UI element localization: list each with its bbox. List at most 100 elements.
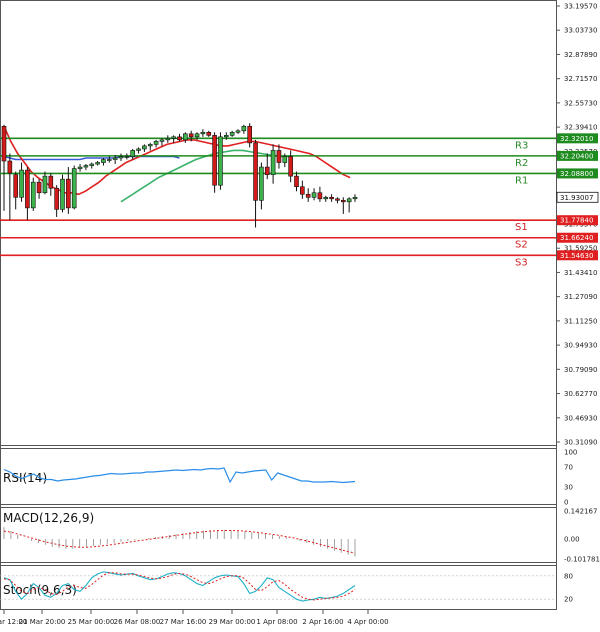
stoch-tick-label: 80 [564,572,573,580]
price-tick-label: 33.03730 [564,27,597,35]
candle [7,153,13,220]
candle-body-up [323,196,329,200]
candle-body-down [66,178,71,209]
candle-body-up [19,169,24,198]
level-price-tag-text: 32.32010 [560,135,593,143]
candle-body-down [276,150,282,163]
rsi-tick-label: 0 [564,499,568,507]
candle-body-down [177,136,182,141]
level-price-tag-text: 32.20400 [560,152,593,160]
candle-body-down [340,200,346,203]
candle-body-up [270,150,276,175]
rsi-axis: 100 70 30 0 [564,449,577,507]
candles [1,123,358,228]
candle [276,144,282,169]
level-price-tag-text: 31.66240 [560,234,593,242]
stoch-lines [3,571,356,602]
candle-body-up [171,136,176,139]
price-tick-label: 31.43410 [564,269,597,277]
price-tick-label: 32.55730 [564,99,597,107]
candle-body-up [42,175,48,194]
candle-body-down [212,135,217,186]
time-tick-label: 29 Mar 00:00 [209,618,256,626]
candle-body-up [282,156,288,163]
candle-body-up [124,156,130,158]
stoch-panel-border [0,565,557,610]
candle-body-up [200,132,206,135]
stoch-axis: 80 20 [0,572,573,604]
candle [253,139,258,228]
candle-body-down [13,174,18,198]
candle [335,197,340,204]
candle [54,185,59,217]
candle-body-down [329,196,334,200]
price-tick-label: 30.94930 [564,342,597,350]
candle-body-up [101,159,106,163]
level-label-r2: R2 [515,158,528,169]
price-tick-label: 30.46930 [564,414,597,422]
candle [136,147,141,154]
level-label-s1: S1 [515,222,528,233]
time-tick-label: 26 Mar 08:00 [114,618,161,626]
candle-body-up [107,159,112,161]
candle [235,129,241,134]
price-tick-label: 31.11250 [564,317,597,325]
candle [305,188,311,202]
rsi-line [3,467,356,484]
level-price-tag-s1 [557,215,598,226]
candle [329,194,334,202]
candle-body-down [317,192,323,200]
price-tick-label: 30.62770 [564,390,597,398]
time-tick-label: 25 Mar 00:00 [68,618,115,626]
time-tick-label: 27 Mar 16:00 [160,618,207,626]
candle-body-down [48,175,54,189]
ma-blue-line [3,155,180,161]
candle-body-up [147,144,153,147]
candle [124,153,130,160]
candle [36,179,42,199]
price-tick-label: 31.59250 [564,245,597,253]
macd-signal-line [3,530,356,554]
price-panel: 33.19570 33.03730 32.87890 32.71570 32.55730… [0,0,599,447]
level-label-r3: R3 [515,140,528,151]
candle-body-down [1,125,7,162]
rsi-panel-border [0,448,557,505]
candle [259,162,264,210]
candle [352,194,358,202]
current-price-text: 31.93007 [560,194,593,202]
macd-panel-border [0,507,557,563]
level-label-s2: S2 [515,240,528,251]
candle [19,162,24,202]
price-tick-label: 30.79090 [564,366,597,374]
candle [25,167,30,220]
price-tags: 32.32010 32.20400 32.08800 31.77840 31.66240… [556,133,599,261]
candle [183,132,188,143]
candle [147,142,153,151]
candle-body-up [30,181,36,209]
macd-tick-label: 0.142167 [564,508,597,516]
macd-histogram [3,527,356,557]
candle-body-up [224,135,229,138]
rsi-tick-label: 70 [564,464,573,472]
candle-body-down [7,160,13,174]
stoch-panel: Stoch(9,6,3) 80 20 [0,565,573,610]
macd-signal-series [3,530,356,554]
candle [311,188,317,201]
candle [218,132,223,190]
candle [130,148,135,160]
candle [13,171,18,210]
rsi-tick-label: 100 [564,449,577,457]
candle-body-up [235,130,241,133]
price-tick-label: 32.71570 [564,75,597,83]
candle-body-up [241,125,247,132]
rsi-series [3,467,356,484]
candle [212,132,217,193]
candle [317,186,323,202]
candle-body-down [294,175,299,188]
time-tick-label: 1 Apr 08:00 [256,618,297,626]
candle-body-up [136,148,141,151]
candle [159,138,165,146]
candle [294,171,299,192]
time-tick-label: 2 Apr 16:00 [302,618,343,626]
candle-body-up [159,139,165,142]
